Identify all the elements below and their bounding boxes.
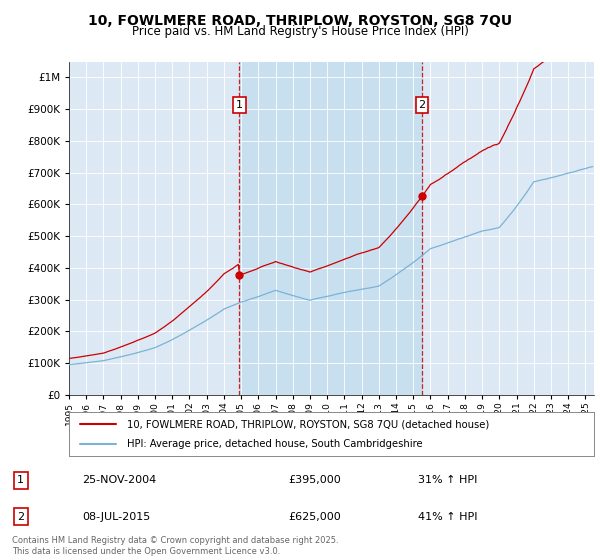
Text: 1: 1 <box>17 475 24 485</box>
Text: 41% ↑ HPI: 41% ↑ HPI <box>418 512 477 521</box>
Text: 2: 2 <box>17 512 24 521</box>
Text: 31% ↑ HPI: 31% ↑ HPI <box>418 475 477 485</box>
Text: Contains HM Land Registry data © Crown copyright and database right 2025.
This d: Contains HM Land Registry data © Crown c… <box>12 536 338 556</box>
Text: 2: 2 <box>418 100 425 110</box>
Text: 1: 1 <box>236 100 243 110</box>
Text: £625,000: £625,000 <box>288 512 341 521</box>
Text: £395,000: £395,000 <box>288 475 341 485</box>
Text: 10, FOWLMERE ROAD, THRIPLOW, ROYSTON, SG8 7QU: 10, FOWLMERE ROAD, THRIPLOW, ROYSTON, SG… <box>88 14 512 28</box>
Text: HPI: Average price, detached house, South Cambridgeshire: HPI: Average price, detached house, Sout… <box>127 439 422 449</box>
Text: Price paid vs. HM Land Registry's House Price Index (HPI): Price paid vs. HM Land Registry's House … <box>131 25 469 38</box>
Text: 10, FOWLMERE ROAD, THRIPLOW, ROYSTON, SG8 7QU (detached house): 10, FOWLMERE ROAD, THRIPLOW, ROYSTON, SG… <box>127 419 489 429</box>
Text: 08-JUL-2015: 08-JUL-2015 <box>82 512 151 521</box>
Bar <box>239 62 422 395</box>
Text: 25-NOV-2004: 25-NOV-2004 <box>82 475 157 485</box>
